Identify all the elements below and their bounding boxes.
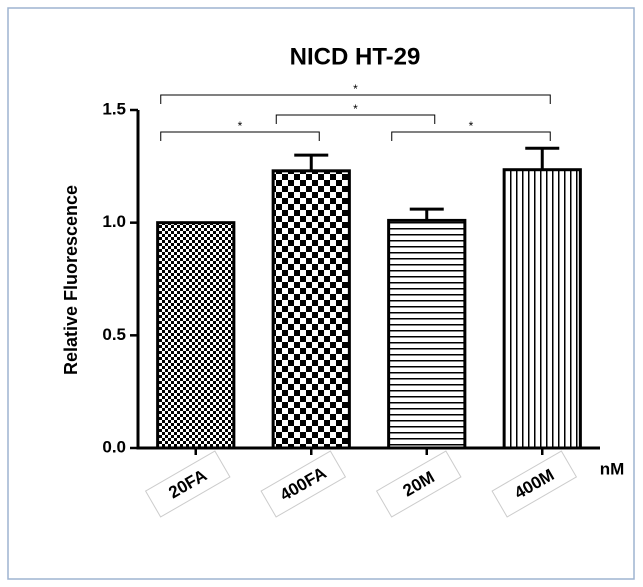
- significance-label: *: [353, 82, 358, 96]
- chart-title: NICD HT-29: [290, 43, 421, 70]
- significance-bracket: [160, 131, 320, 141]
- y-tick-label: 1.5: [102, 99, 126, 118]
- error-bar: [294, 153, 329, 171]
- error-bar: [409, 207, 444, 221]
- significance-bracket: [391, 131, 551, 141]
- significance-bracket: [275, 114, 436, 124]
- error-bar: [525, 146, 560, 170]
- y-tick-label: 0.0: [102, 437, 126, 456]
- y-tick-label: 0.5: [102, 325, 126, 344]
- significance-label: *: [353, 102, 358, 116]
- x-unit-label: nM: [600, 459, 625, 478]
- x-tick-box: [375, 450, 462, 518]
- significance-bracket: [160, 94, 551, 104]
- bar: [156, 221, 236, 450]
- bar: [502, 168, 582, 450]
- bar: [271, 169, 351, 450]
- x-tick-box: [491, 450, 578, 518]
- x-tick-box: [260, 450, 347, 518]
- y-tick-label: 1.0: [102, 212, 126, 231]
- y-axis-label: Relative Fluorescence: [61, 185, 81, 375]
- bar: [387, 218, 467, 450]
- x-tick-box: [144, 450, 231, 518]
- significance-label: *: [469, 119, 474, 133]
- significance-label: *: [238, 119, 243, 133]
